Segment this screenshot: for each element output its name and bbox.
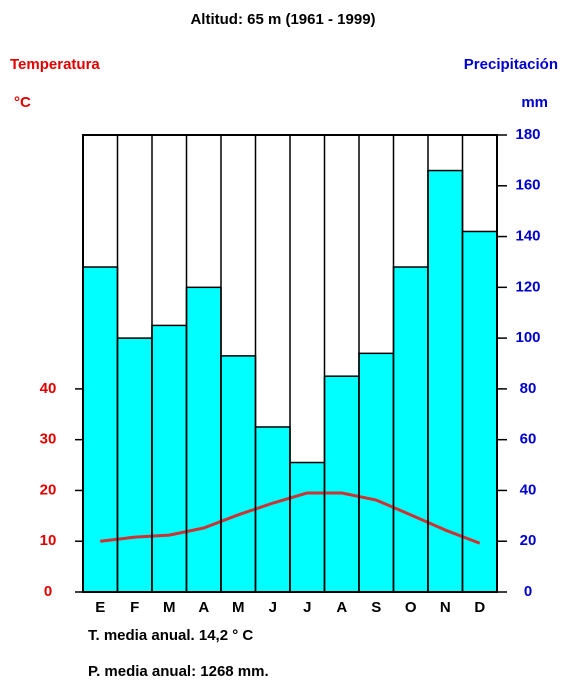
- y2-tick-label: 40: [520, 481, 537, 498]
- y-tick-label: 0: [44, 583, 52, 600]
- x-tick-label: J: [303, 599, 311, 616]
- bar: [151, 324, 188, 593]
- plot-frame: [82, 134, 498, 593]
- y2-tick-label: 0: [524, 583, 532, 600]
- chart-title: Altitud: 65 m (1961 - 1999): [190, 11, 375, 28]
- x-tick-label: D: [474, 599, 485, 616]
- y2-tick-label: 100: [515, 329, 540, 346]
- y2-axis-label: Precipitación: [464, 56, 558, 73]
- bar: [220, 355, 257, 593]
- y2-tick-label: 180: [515, 126, 540, 143]
- x-tick-label: A: [336, 599, 347, 616]
- annotation: T. media anual. 14,2 ° C: [88, 627, 253, 644]
- x-tick-label: F: [130, 599, 139, 616]
- y-axis-label: Temperatura: [10, 56, 100, 73]
- y2-tick-label: 80: [520, 380, 537, 397]
- y2-tick-label: 120: [515, 278, 540, 295]
- y-tick-label: 10: [40, 532, 57, 549]
- bar: [289, 461, 326, 593]
- bar: [427, 169, 464, 593]
- y2-tick-label: 140: [515, 228, 540, 245]
- bar: [358, 352, 395, 593]
- y-tick-label: 20: [40, 481, 57, 498]
- y2-axis-unit: mm: [521, 94, 548, 111]
- y-tick-label: 40: [40, 380, 57, 397]
- y2-tick-label: 60: [520, 431, 537, 448]
- y-axis-unit: °C: [14, 94, 31, 111]
- x-tick-label: A: [198, 599, 209, 616]
- x-tick-label: O: [405, 599, 417, 616]
- bar: [82, 266, 119, 593]
- bar: [392, 266, 429, 593]
- x-tick-label: E: [95, 599, 105, 616]
- bar: [254, 426, 291, 593]
- bar: [116, 337, 153, 593]
- bar: [185, 286, 222, 593]
- y2-tick-label: 20: [520, 532, 537, 549]
- bar: [323, 375, 360, 593]
- x-tick-label: N: [440, 599, 451, 616]
- annotation: P. media anual: 1268 mm.: [88, 663, 269, 680]
- y-tick-label: 30: [40, 431, 57, 448]
- x-tick-label: M: [163, 599, 176, 616]
- x-tick-label: M: [232, 599, 245, 616]
- x-tick-label: S: [371, 599, 381, 616]
- bar: [461, 230, 498, 593]
- y2-tick-label: 160: [515, 177, 540, 194]
- x-tick-label: J: [269, 599, 277, 616]
